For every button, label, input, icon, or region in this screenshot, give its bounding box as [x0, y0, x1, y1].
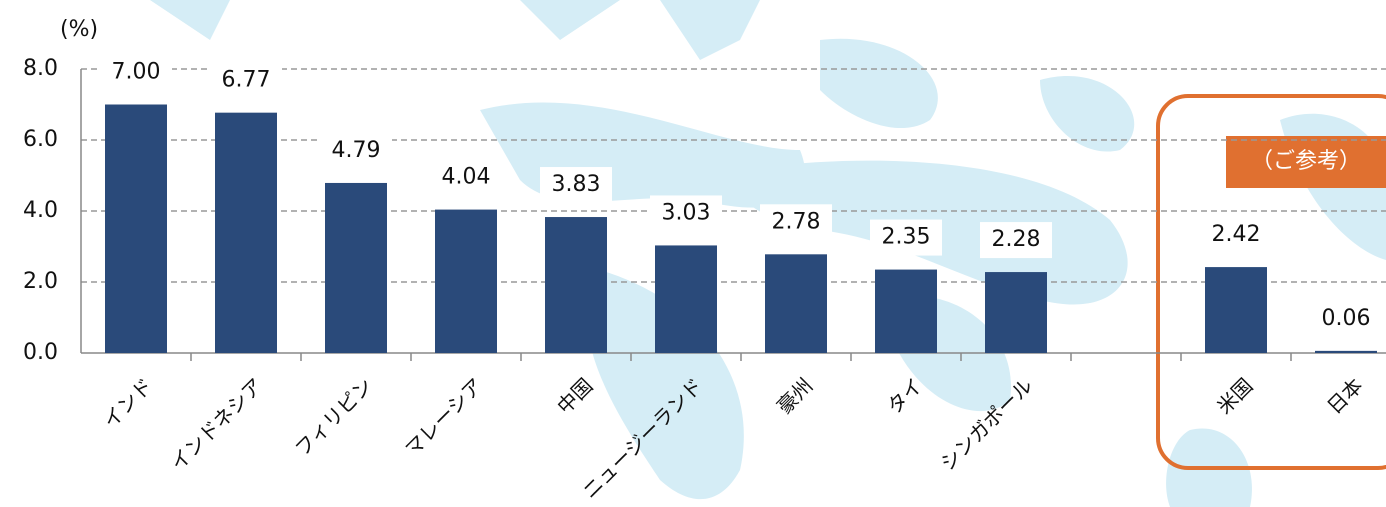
- value-label-bg: [980, 222, 1052, 259]
- x-label-group: マレーシア: [400, 373, 487, 460]
- value-label-bg: [870, 219, 942, 256]
- value-label-bg: [100, 54, 172, 91]
- bar: [1205, 267, 1267, 353]
- bar: [1315, 350, 1377, 353]
- x-tick-label: マレーシア: [400, 373, 487, 460]
- y-unit: (%): [60, 17, 98, 42]
- value-label: 2.42: [1212, 222, 1261, 247]
- value-label: 4.79: [332, 138, 381, 163]
- x-label-group: 中国: [552, 373, 597, 418]
- y-tick-label: 4.0: [23, 198, 58, 223]
- value-label-bg: [430, 159, 502, 196]
- y-tick-label: 0.0: [23, 340, 58, 365]
- x-tick-label: 豪州: [772, 373, 817, 418]
- bar: [985, 272, 1047, 353]
- value-label: 4.04: [442, 165, 491, 190]
- bar: [215, 112, 277, 353]
- value-label: 2.78: [772, 209, 821, 234]
- value-label: 6.77: [222, 68, 271, 93]
- value-label: 2.35: [882, 225, 931, 250]
- value-label-bg: [1310, 300, 1382, 337]
- x-tick-label: インドネシア: [166, 373, 268, 475]
- x-tick-label: インド: [98, 373, 157, 432]
- bar: [545, 217, 607, 353]
- bar: [435, 209, 497, 353]
- annotation: （ご参考）: [1251, 149, 1361, 174]
- x-label-group: 豪州: [772, 373, 817, 418]
- x-tick-label: フィリピン: [290, 373, 377, 460]
- bar: [325, 182, 387, 353]
- bar: [655, 245, 717, 353]
- bar: [875, 269, 937, 353]
- annotation-box: [1226, 136, 1386, 188]
- value-label-bg: [320, 132, 392, 169]
- reference-box: [1156, 94, 1386, 470]
- x-tick-label: 日本: [1322, 373, 1367, 418]
- value-label: 2.28: [992, 227, 1041, 252]
- x-label-group: インド: [98, 373, 157, 432]
- y-tick-label: 2.0: [23, 269, 58, 294]
- value-label-bg: [540, 167, 612, 204]
- x-label-group: 米国: [1212, 373, 1257, 418]
- x-label-group: フィリピン: [290, 373, 377, 460]
- value-label: 3.03: [662, 200, 711, 225]
- y-tick-label: 8.0: [23, 56, 58, 81]
- value-label: 0.06: [1322, 306, 1371, 331]
- value-label: 7.00: [112, 60, 161, 85]
- x-tick-label: 米国: [1212, 373, 1257, 418]
- x-label-group: 日本: [1322, 373, 1367, 418]
- value-label-bg: [650, 195, 722, 232]
- bar: [105, 104, 167, 353]
- x-label-group: インドネシア: [166, 373, 268, 475]
- value-label: 3.83: [552, 172, 601, 197]
- bar: [765, 254, 827, 353]
- x-tick-label: 中国: [552, 373, 597, 418]
- value-label-bg: [1200, 217, 1272, 254]
- value-label-bg: [210, 62, 282, 99]
- y-tick-label: 6.0: [23, 127, 58, 152]
- value-label-bg: [760, 204, 832, 241]
